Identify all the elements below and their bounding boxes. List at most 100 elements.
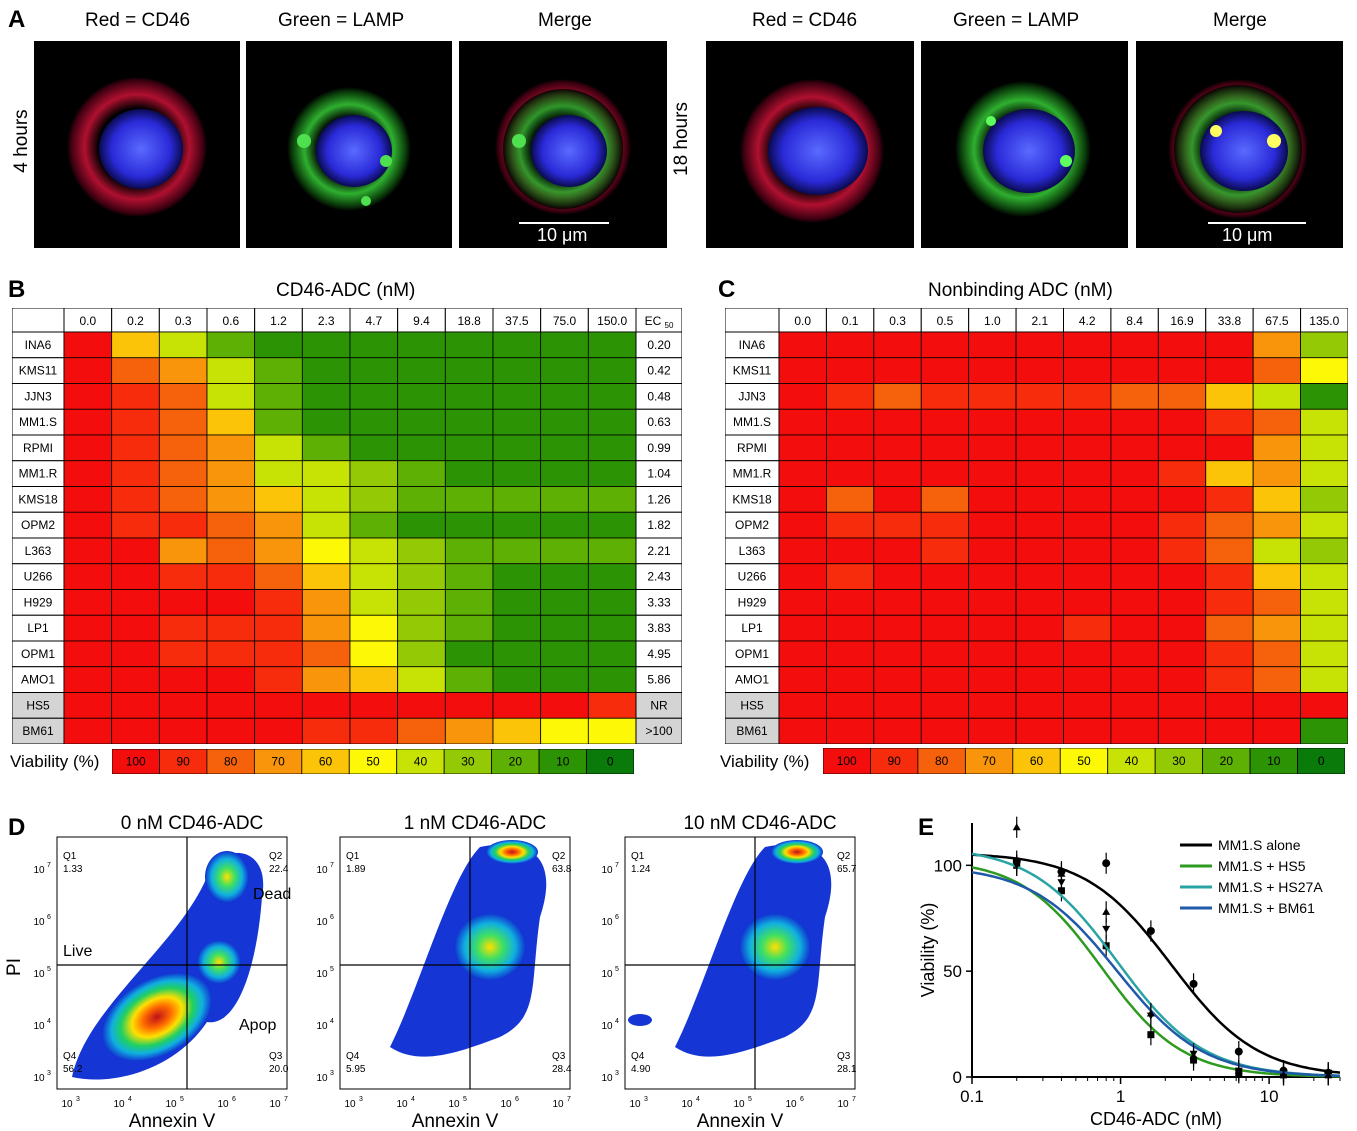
heatmap-cell — [1157, 692, 1207, 719]
column-header-label: 67.5 — [1265, 314, 1289, 328]
y-tick-exp: 5 — [47, 966, 51, 973]
column-header-label: 0.5 — [937, 314, 954, 328]
heatmap-cell — [1252, 331, 1301, 359]
scale-value: 100 — [126, 755, 146, 769]
heatmap-cell — [778, 357, 827, 384]
ec50-value: 2.21 — [647, 544, 671, 558]
heatmap-cell — [397, 434, 446, 462]
heatmap-cell — [1300, 640, 1349, 668]
row-label-cell — [724, 537, 780, 565]
heatmap-cell — [158, 589, 208, 616]
density-peak-dead — [486, 840, 538, 864]
row-label: KMS18 — [18, 492, 58, 506]
scale-value: 40 — [414, 755, 428, 769]
x-tick-label: 10 — [500, 1099, 512, 1110]
column-header-label: 0.3 — [889, 314, 906, 328]
heatmap-cell — [540, 460, 589, 487]
micrograph-18h-green-lamp — [921, 41, 1128, 248]
heatmap-cell — [1205, 331, 1254, 359]
x-tick-label: 10 — [1260, 1087, 1279, 1106]
y-tick-label: 10 — [33, 1021, 45, 1032]
y-tick-exp: 7 — [330, 862, 334, 869]
heatmap-cell — [301, 408, 351, 436]
heatmap-cell — [587, 589, 637, 616]
legend-label: MM1.S + BM61 — [1218, 900, 1315, 916]
heatmap-cell — [1015, 640, 1064, 668]
heatmap-cell — [397, 357, 446, 384]
row-label: MM1.R — [733, 467, 772, 481]
heatmap-cell — [540, 408, 589, 436]
heatmap-cell — [540, 357, 589, 384]
heatmap-cell — [1205, 589, 1254, 616]
data-point — [1146, 1009, 1155, 1017]
heatmap-cell — [254, 563, 303, 590]
heatmap-cell — [111, 589, 160, 616]
heatmap-cell — [1015, 357, 1064, 384]
heatmap-cell — [873, 640, 922, 668]
heatmap-cell — [254, 331, 303, 359]
heatmap-cell — [397, 717, 446, 745]
x-tick-label: 10 — [165, 1099, 177, 1110]
ec50-value: 1.04 — [647, 467, 671, 481]
y-axis-label: Viability (%) — [918, 903, 938, 998]
heatmap-cell — [1063, 717, 1112, 745]
ec50-value: 3.83 — [647, 621, 671, 635]
heatmap-cell — [158, 331, 208, 359]
heatmap-cd46-adc: 0.0 0.2 0.3 0.6 1.2 2.3 4.7 9.4 18.8 37.5 75.0 150.… — [11, 307, 683, 745]
heatmap-cell — [778, 589, 827, 616]
y-tick-label: 10 — [601, 865, 613, 876]
x-tick-exp: 3 — [644, 1096, 648, 1103]
heatmap-cell — [206, 511, 256, 539]
column-header-label: 0.0 — [79, 314, 96, 328]
heatmap-cell — [920, 408, 970, 436]
caption-green-lamp-18h: Green = LAMP — [953, 10, 1080, 31]
heatmap-cell — [968, 331, 1017, 359]
heatmap-cell — [587, 692, 637, 719]
heatmap-cell — [1015, 589, 1064, 616]
series-curve — [971, 866, 1340, 1078]
row-label: LP1 — [27, 621, 49, 635]
y-tick-exp: 4 — [615, 1018, 619, 1025]
x-tick-exp: 3 — [359, 1096, 363, 1103]
quadrant-name: Q2 — [552, 851, 566, 862]
y-tick-label: 10 — [601, 1073, 613, 1084]
y-tick-label: 10 — [316, 1021, 328, 1032]
heatmap-cell — [587, 666, 637, 693]
heatmap-cell — [1252, 717, 1301, 745]
heatmap-cell — [920, 331, 970, 359]
heatmap-cell — [63, 537, 113, 565]
heatmap-cell — [1063, 383, 1112, 410]
column-header-label: 2.1 — [1031, 314, 1048, 328]
density-fragment — [694, 1020, 706, 1028]
heatmap-cell — [826, 434, 875, 462]
scale-value: 90 — [888, 754, 902, 768]
legend-label: MM1.S alone — [1218, 837, 1301, 853]
heatmap-cell — [1110, 640, 1159, 668]
heatmap-cell — [301, 331, 351, 359]
heatmap-cell — [63, 460, 113, 487]
heatmap-cell — [587, 614, 637, 642]
heatmap-cell — [1205, 717, 1254, 745]
heatmap-cell — [826, 589, 875, 616]
heatmap-cell — [1300, 331, 1349, 359]
density-peak-dead — [205, 851, 249, 903]
heatmap-cell — [254, 408, 303, 436]
heatmap-cell — [158, 563, 208, 590]
heatmap-cell — [826, 511, 875, 539]
column-header-label: 75.0 — [553, 314, 577, 328]
heatmap-cell — [920, 717, 970, 745]
heatmap-cell — [1015, 383, 1064, 410]
micrograph-4h-red-cd46 — [34, 41, 240, 248]
row-label-cell — [724, 511, 780, 539]
heatmap-cell — [873, 692, 922, 719]
heatmap-cell — [349, 357, 399, 384]
scale-swatch — [1107, 747, 1156, 775]
heatmap-cell — [1252, 692, 1301, 719]
heatmap-cell — [63, 486, 113, 513]
x-tick-label: 10 — [448, 1099, 460, 1110]
scale-value: 50 — [366, 755, 380, 769]
row-label: OPM2 — [21, 518, 55, 532]
scale-swatch — [301, 748, 350, 775]
heatmap-cell — [444, 357, 494, 384]
heatmap-c-title: Nonbinding ADC (nM) — [928, 280, 1113, 301]
